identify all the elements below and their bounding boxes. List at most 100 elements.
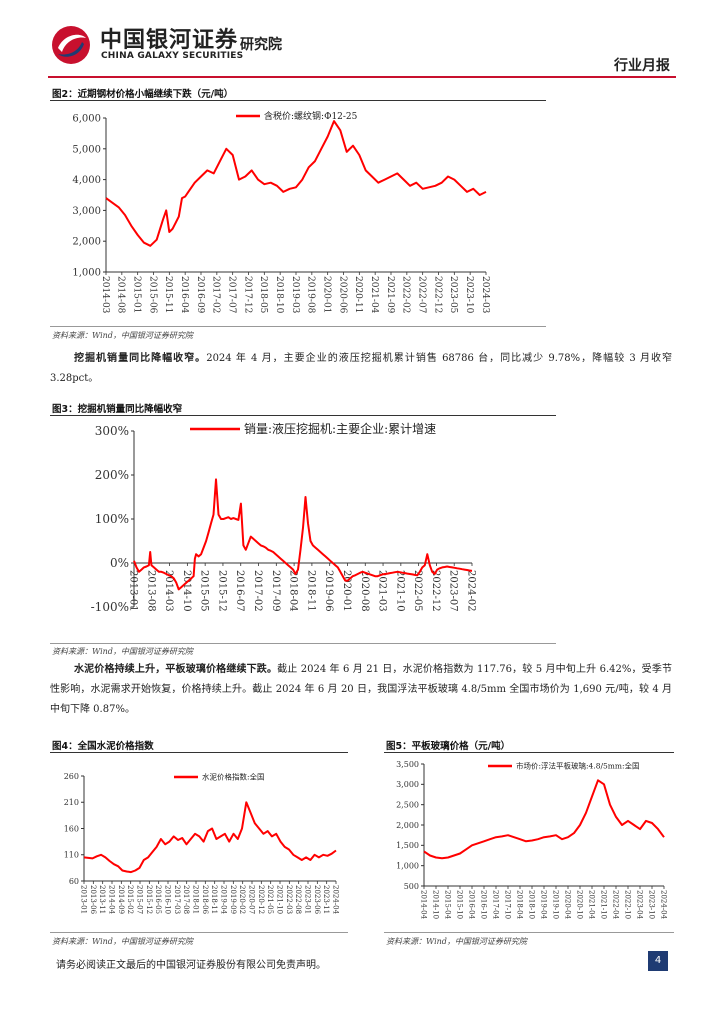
x-tick-label: 2016-04 <box>179 276 189 314</box>
paragraph-cement-text: 截止 2024 年 6 月 21 日，水泥价格指数为 117.76，较 5 月中… <box>50 664 672 715</box>
y-tick-label: -100% <box>91 600 129 614</box>
y-tick-label: 3,000 <box>72 206 101 217</box>
x-tick-label: 2023-04 <box>636 890 644 920</box>
legend-label: 销量:液压挖掘机:主要企业:累计增速 <box>244 421 436 436</box>
figure5-title: 图5：平板玻璃价格（元/吨） <box>386 741 511 752</box>
x-tick-label: 2023-10 <box>648 890 656 919</box>
figure5-bottom-rule <box>384 932 674 933</box>
x-tick-label: 2020-06 <box>337 276 347 314</box>
series-line <box>105 120 487 247</box>
paragraph-cement-glass: 水泥价格持续上升，平板玻璃价格继续下跌。截止 2024 年 6 月 21 日，水… <box>50 660 672 720</box>
x-tick-label: 2019-04 <box>220 885 228 915</box>
figure4-title: 图4：全国水泥价格指数 <box>52 741 154 752</box>
x-tick-label: 2018-04 <box>516 890 524 920</box>
x-tick-label: 2015-02 <box>126 885 134 914</box>
x-tick-label: 2024-04 <box>332 885 340 915</box>
y-tick-label: 4,000 <box>72 175 101 186</box>
x-tick-label: 2020-10 <box>576 890 584 919</box>
x-tick-label: 2019-09 <box>229 885 237 914</box>
x-tick-label: 2022-12 <box>430 570 441 612</box>
figure4-bottom-rule <box>50 932 348 933</box>
figure3-bottom-rule <box>50 643 556 644</box>
y-tick-label: 110 <box>64 851 79 860</box>
figure5-top-rule <box>384 752 674 753</box>
x-tick-label: 2017-04 <box>492 890 500 920</box>
figure3-source: 资料来源：Wind，中国银河证券研究院 <box>52 647 193 656</box>
x-tick-label: 2014-03 <box>163 570 174 612</box>
x-tick-label: 2022-03 <box>285 885 293 914</box>
x-tick-label: 2014-10 <box>432 890 440 919</box>
x-tick-label: 2014-10 <box>181 570 192 612</box>
x-tick-label: 2020-08 <box>359 570 370 612</box>
x-tick-label: 2020-04 <box>564 890 572 920</box>
x-tick-label: 2013-01 <box>80 885 88 914</box>
x-tick-label: 2013-08 <box>145 570 156 612</box>
x-tick-label: 2015-10 <box>456 890 464 919</box>
figure5-source: 资料来源：Wind，中国银河证券研究院 <box>386 937 527 946</box>
x-tick-label: 2017-10 <box>504 890 512 919</box>
company-name-cn: 中国银河证券 <box>100 28 239 53</box>
figure5-chart: 500 1,000 1,500 2,000 2,500 3,000 3,500 2014-04… <box>396 760 668 920</box>
x-tick-label: 2024-04 <box>660 890 668 920</box>
x-tick-label: 2021-04 <box>588 890 596 920</box>
y-tick-label: 500 <box>404 882 419 891</box>
series-line <box>83 801 337 874</box>
x-tick-label: 2019-10 <box>552 890 560 919</box>
x-tick-label: 2016-10 <box>480 890 488 919</box>
x-tick-label: 2018-04 <box>288 570 299 612</box>
x-tick-label: 2023-01 <box>304 885 312 914</box>
legend-label: 市场价:浮法平板玻璃:4.8/5mm:全国 <box>516 761 640 771</box>
paragraph-excavator-text: 2024 年 4 月，主要企业的液压挖掘机累计销售 68786 台，同比减少 9… <box>50 353 673 384</box>
x-tick-label: 2018-06 <box>201 885 209 915</box>
report-type: 行业月报 <box>614 58 670 74</box>
x-tick-label: 2022-04 <box>612 890 620 920</box>
y-tick-label: 5,000 <box>72 144 101 155</box>
x-tick-label: 2016-05 <box>154 885 162 914</box>
x-tick-label: 2021-10 <box>394 570 405 612</box>
x-tick-label: 2020-11 <box>353 276 363 313</box>
x-tick-label: 2015-01 <box>132 276 142 313</box>
institute-label: 研究院 <box>240 37 282 53</box>
x-tick-label: 2014-04 <box>108 885 116 915</box>
x-tick-label: 2015-04 <box>444 890 452 920</box>
x-tick-label: 2018-10 <box>274 276 284 314</box>
y-tick-label: 2,500 <box>396 800 419 809</box>
x-tick-label: 2021-09 <box>385 276 395 314</box>
x-tick-label: 2019-04 <box>540 890 548 920</box>
x-tick-label: 2020-07 <box>248 885 256 914</box>
galaxy-logo-icon <box>52 26 90 64</box>
figure4-top-rule <box>50 752 348 753</box>
x-tick-label: 2022-07 <box>417 276 427 314</box>
y-tick-label: 60 <box>69 877 79 886</box>
x-tick-label: 2013-01 <box>128 570 139 612</box>
x-tick-label: 2014-04 <box>420 890 428 920</box>
x-tick-label: 2019-08 <box>306 276 316 314</box>
y-tick-label: 200% <box>95 468 129 482</box>
x-tick-label: 2016-04 <box>468 890 476 920</box>
page-number: 4 <box>648 951 668 971</box>
x-tick-label: 2022-02 <box>401 276 411 313</box>
y-tick-label: 3,000 <box>396 780 419 789</box>
x-tick-label: 2013-11 <box>98 885 106 914</box>
figure2-top-rule <box>50 100 546 101</box>
x-tick-label: 2017-12 <box>242 276 252 313</box>
x-tick-label: 2023-06 <box>313 885 321 915</box>
y-tick-label: 3,500 <box>396 760 419 769</box>
x-tick-label: 2022-05 <box>412 570 423 612</box>
figure2-chart: 1,000 2,000 3,000 4,000 5,000 6,000 2014-03 201… <box>72 110 489 314</box>
y-tick-label: 100% <box>95 512 129 526</box>
y-tick-label: 1,000 <box>396 861 419 870</box>
x-tick-label: 2018-11 <box>210 885 218 914</box>
x-tick-label: 2017-08 <box>182 885 190 914</box>
x-tick-label: 2016-10 <box>164 885 172 914</box>
x-tick-label: 2019-06 <box>323 570 334 612</box>
series-line <box>133 478 473 591</box>
legend-label: 含税价:螺纹钢:Φ12-25 <box>264 110 358 122</box>
x-tick-label: 2023-07 <box>448 570 459 612</box>
paragraph-excavator: 挖掘机销量同比降幅收窄。2024 年 4 月，主要企业的液压挖掘机累计销售 68… <box>50 349 672 389</box>
x-tick-label: 2023-11 <box>322 885 330 914</box>
x-tick-label: 2023-05 <box>448 276 458 314</box>
x-tick-label: 2024-02 <box>466 570 477 612</box>
x-tick-label: 2020-01 <box>322 276 332 313</box>
